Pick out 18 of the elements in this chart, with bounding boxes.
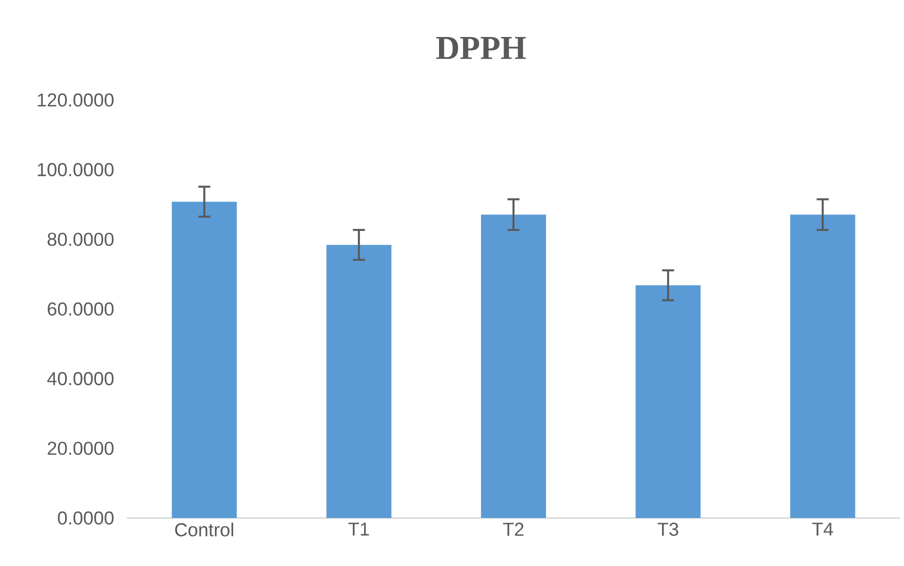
bar	[636, 285, 701, 518]
chart-title: DPPH	[436, 37, 526, 59]
x-tick-label: T3	[658, 522, 678, 536]
x-tick-label: Control	[175, 522, 234, 536]
y-tick-label: 60.0000	[48, 302, 114, 316]
x-tick-label: T1	[348, 522, 369, 536]
y-tick-label: 80.0000	[48, 232, 114, 246]
bar	[326, 244, 392, 518]
bar	[172, 202, 237, 518]
bar	[481, 214, 546, 518]
x-tick-label: T4	[812, 522, 834, 536]
y-tick-label: 100.0000	[38, 163, 114, 176]
x-tick-label: T2	[503, 522, 524, 536]
y-tick-label: 0.0000	[58, 511, 114, 525]
bar	[790, 214, 856, 518]
y-tick-label: 120.0000	[38, 93, 114, 107]
y-tick-label: 40.0000	[47, 372, 114, 386]
y-tick-label: 20.0000	[48, 442, 114, 455]
